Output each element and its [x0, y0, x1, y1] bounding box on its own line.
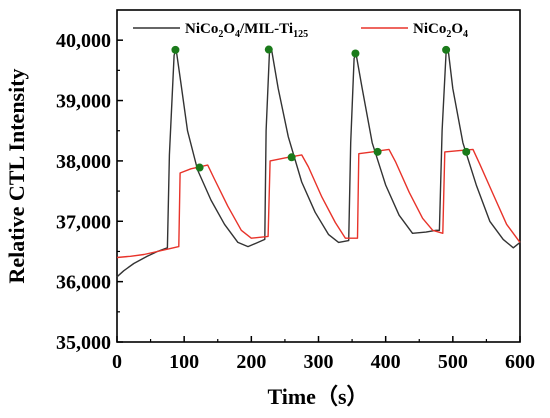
y-tick-label: 38,000	[56, 151, 111, 173]
x-tick-label: 0	[112, 351, 122, 373]
y-tick-labels: 35,000 36,000 37,000 38,000 39,000 40,000	[56, 30, 111, 354]
y-tick-label: 36,000	[56, 272, 111, 294]
peak-marker	[373, 147, 382, 156]
x-tick-labels: 0 100 200 300 400 500 600	[112, 351, 535, 373]
peak-marker	[171, 45, 180, 54]
legend: NiCo2O4/MIL-Ti125 NiCo2O4	[133, 21, 468, 40]
x-tick-label: 100	[169, 351, 199, 373]
peak-marker	[462, 147, 471, 156]
y-tick-label: 37,000	[56, 211, 111, 233]
y-tick-label: 40,000	[56, 30, 111, 52]
legend-label-nico2o4: NiCo2O4	[413, 21, 468, 40]
x-tick-label: 400	[371, 351, 401, 373]
peak-marker	[264, 45, 273, 54]
peak-marker	[442, 45, 451, 54]
peak-marker	[287, 153, 296, 162]
plot-area	[116, 9, 521, 343]
axis-ticks	[116, 39, 521, 343]
x-tick-label: 600	[505, 351, 535, 373]
x-tick-label: 500	[438, 351, 468, 373]
y-tick-label: 35,000	[56, 332, 111, 354]
marker-layer	[171, 45, 471, 172]
y-axis-title: Relative CTL Intensity	[4, 68, 29, 283]
x-axis-title: Time（s）	[267, 384, 368, 409]
x-tick-label: 300	[304, 351, 334, 373]
y-tick-label: 39,000	[56, 91, 111, 113]
x-tick-label: 200	[236, 351, 266, 373]
peak-marker	[351, 49, 360, 58]
series-line-nico2o4	[116, 148, 521, 259]
peak-marker	[195, 163, 204, 172]
legend-label-nico2o4-mil-ti125: NiCo2O4/MIL-Ti125	[185, 21, 308, 40]
